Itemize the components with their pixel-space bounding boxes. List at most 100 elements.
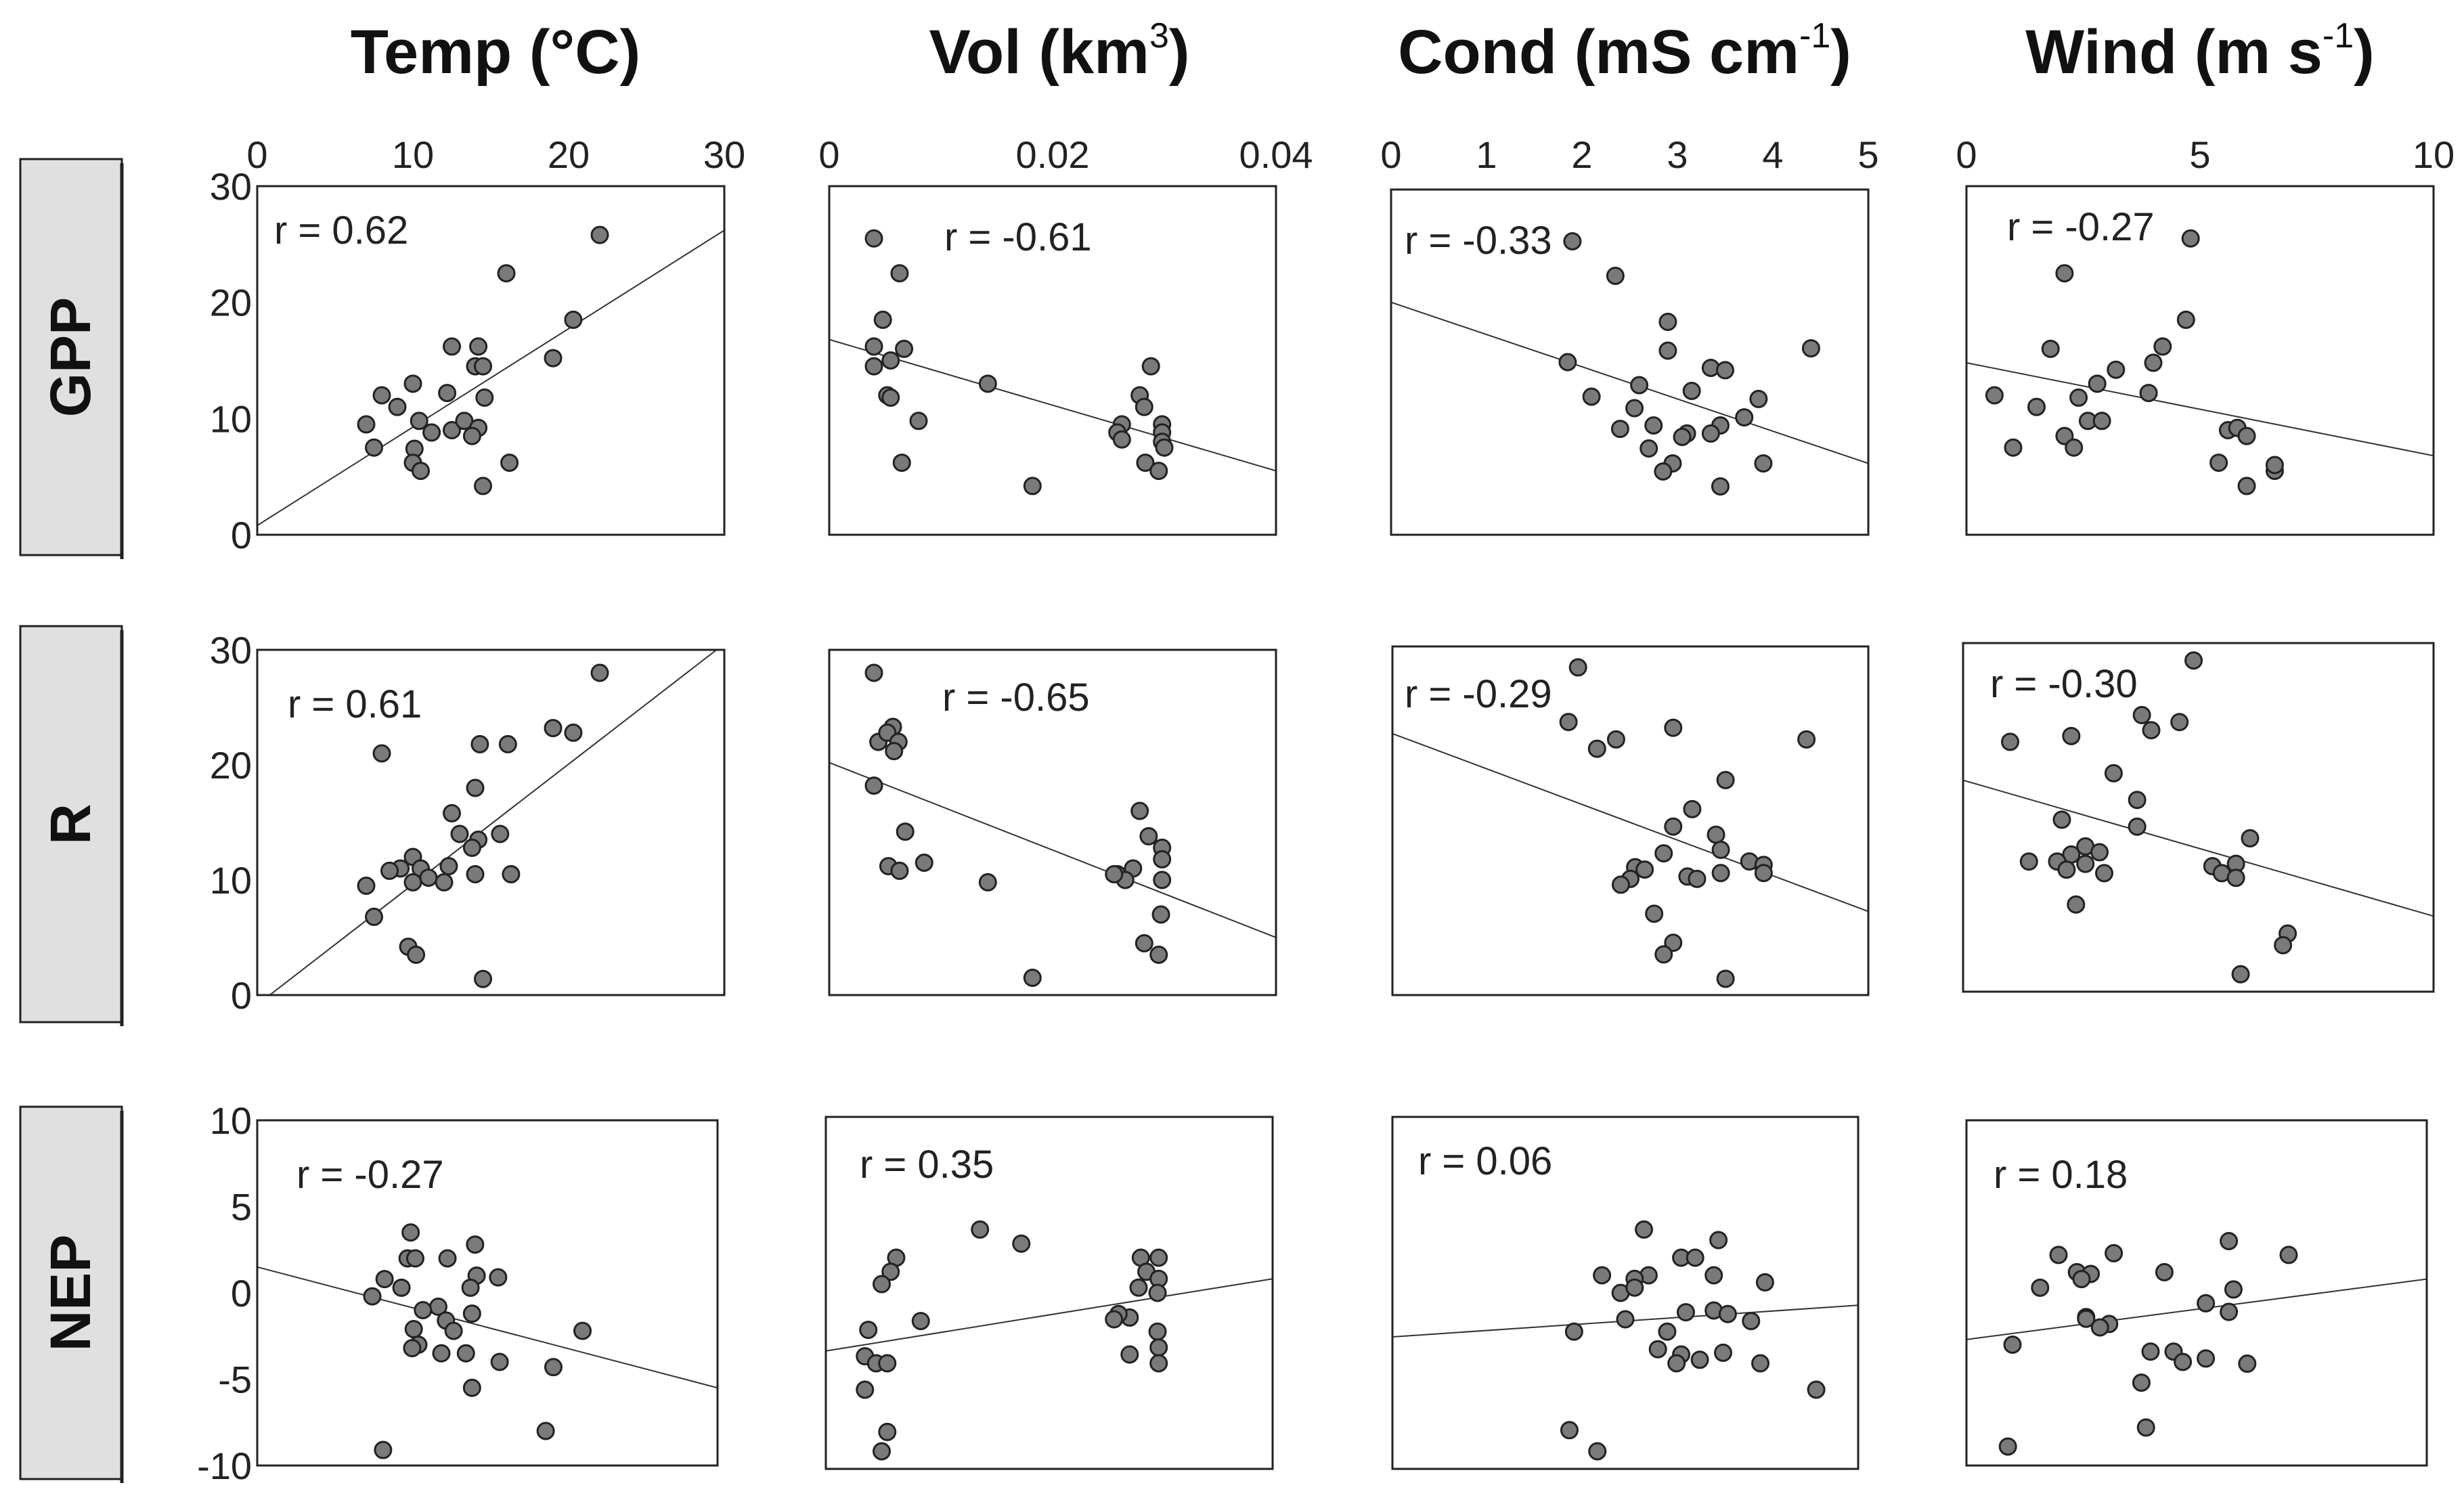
panel-nep-cond: r = 0.06 — [1391, 1116, 1860, 1470]
data-point — [978, 374, 997, 393]
data-point — [1148, 1322, 1167, 1341]
x-tick-label: 2 — [1571, 133, 1592, 176]
data-point — [1012, 1234, 1031, 1253]
data-point — [403, 374, 422, 393]
fit-line — [1392, 732, 1868, 912]
fit-line — [829, 762, 1276, 938]
data-point — [450, 824, 469, 843]
data-point — [462, 426, 481, 445]
x-tick-label: 0 — [1956, 133, 1977, 176]
data-point — [404, 1320, 423, 1339]
data-point — [873, 1442, 891, 1461]
data-point — [1610, 420, 1629, 439]
data-point — [1711, 864, 1730, 883]
row-label-gpp: GPP — [39, 297, 102, 417]
data-point — [1749, 389, 1768, 408]
data-point — [392, 1278, 411, 1297]
data-point — [1658, 313, 1677, 331]
y-tick-label: 30 — [210, 165, 252, 208]
data-point — [1751, 1354, 1770, 1373]
data-point — [1151, 905, 1170, 924]
data-point — [490, 1352, 509, 1371]
data-point — [2241, 829, 2260, 847]
data-point — [1704, 1266, 1723, 1285]
y-tick-label: 5 — [231, 1186, 252, 1229]
fit-line — [1391, 301, 1868, 464]
data-point — [462, 1378, 481, 1397]
data-point — [915, 854, 933, 872]
data-point — [544, 1358, 563, 1377]
data-point — [2003, 1336, 2022, 1354]
x-tick-label: 0.02 — [1016, 133, 1090, 176]
x-tick-label: 0 — [818, 133, 839, 176]
data-point — [1625, 1278, 1644, 1297]
y-tick-label: -10 — [197, 1445, 252, 1487]
data-point — [1149, 1354, 1168, 1373]
data-point — [2004, 438, 2023, 457]
data-point — [2088, 374, 2107, 393]
data-point — [1593, 1266, 1612, 1285]
data-point — [1130, 801, 1149, 820]
data-point — [564, 310, 583, 329]
data-point — [1559, 713, 1578, 732]
data-point — [1711, 840, 1730, 859]
data-point — [498, 734, 517, 753]
data-point — [502, 865, 521, 883]
data-point — [1807, 1380, 1826, 1399]
data-point — [403, 1339, 422, 1358]
x-tick-label: 0 — [246, 133, 267, 176]
data-point — [1153, 850, 1172, 868]
data-point — [2176, 310, 2195, 329]
data-point — [1711, 477, 1730, 496]
y-tick-label: 20 — [210, 744, 252, 787]
data-point — [357, 877, 376, 895]
fit-line — [826, 1278, 1273, 1352]
data-point — [2069, 388, 2088, 407]
data-point — [2279, 1246, 2298, 1264]
column-title-temp: Temp (°C) — [351, 18, 641, 87]
data-point — [2184, 651, 2203, 670]
panel-nep-temp: r = -0.27 -10 -5 0 5 10 — [197, 1099, 719, 1487]
data-point — [1755, 1273, 1774, 1292]
column-title-end: ) — [1830, 18, 1851, 87]
x-tick-label: 20 — [548, 133, 590, 176]
data-point — [435, 873, 454, 891]
plot-frame — [1965, 1119, 2428, 1467]
data-point — [2067, 895, 2086, 914]
correlation-label: r = -0.61 — [944, 215, 1092, 259]
data-point — [401, 1223, 420, 1242]
row-label-tab-r — [19, 625, 123, 1023]
data-point — [2197, 1294, 2216, 1313]
panel-r-vol: r = -0.65 — [828, 648, 1277, 996]
data-point — [2155, 1262, 2174, 1281]
y-tick-label: 30 — [210, 629, 252, 671]
x-tick-label: 5 — [1857, 133, 1878, 176]
data-point — [1625, 399, 1644, 418]
data-point — [443, 421, 461, 439]
data-point — [873, 1275, 891, 1294]
data-point — [1664, 718, 1683, 737]
data-point — [2226, 868, 2245, 887]
data-point — [372, 386, 391, 405]
data-point — [573, 1321, 592, 1340]
data-point — [489, 1268, 508, 1287]
data-point — [1797, 730, 1816, 749]
data-point — [2077, 1309, 2096, 1328]
plot-frame — [256, 185, 726, 536]
data-point — [2057, 860, 2076, 879]
data-point — [2136, 1418, 2155, 1437]
y-tick-label: 20 — [210, 282, 252, 324]
data-point — [2027, 397, 2046, 416]
data-point — [2055, 426, 2074, 445]
data-point — [2001, 732, 2019, 751]
panel-gpp-cond: r = -0.330 1 2 3 4 5 — [1380, 133, 1879, 536]
data-point — [2238, 1354, 2257, 1373]
data-point — [544, 719, 563, 738]
data-point — [456, 1344, 475, 1363]
correlation-label: r = -0.29 — [1405, 672, 1552, 716]
data-point — [2092, 412, 2111, 431]
data-point — [363, 1287, 382, 1306]
data-point — [2065, 438, 2084, 457]
plot-frame — [1965, 185, 2435, 536]
